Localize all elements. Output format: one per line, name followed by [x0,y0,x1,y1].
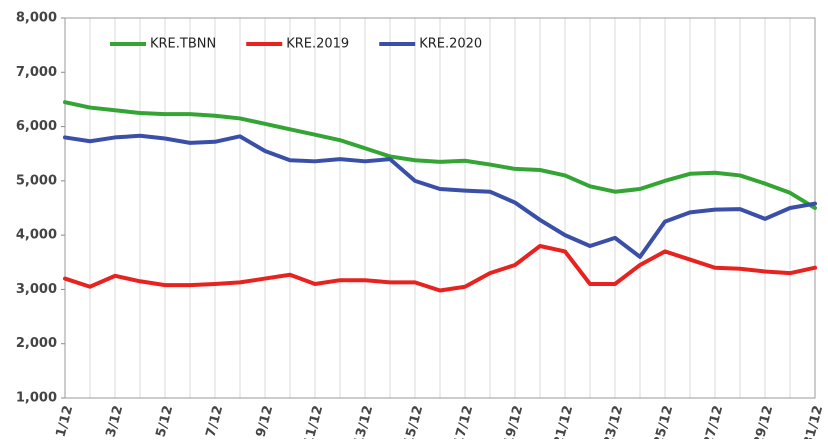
x-tick-label: 27/12 [701,404,726,439]
x-tick-label: 9/12 [254,404,277,439]
y-tick-label: 7,000 [16,65,57,80]
legend-label: KRE.TBNN [150,37,216,52]
x-tick-label: 3/12 [104,404,127,439]
x-tick-label: 1/12 [54,404,77,439]
y-tick-label: 1,000 [16,391,57,406]
x-tick-label: 21/12 [551,404,576,439]
x-tick-label: 7/12 [204,404,227,439]
x-tick-label: 15/12 [401,404,426,439]
series-line [63,133,817,259]
y-tick-label: 2,000 [16,336,57,351]
series-line [63,244,817,293]
x-tick-label: 5/12 [154,404,177,439]
x-tick-label: 13/12 [351,404,376,439]
x-tick-label: 29/12 [751,404,776,439]
y-tick-label: 8,000 [16,11,57,26]
legend-label: KRE.2020 [419,37,482,52]
x-tick-label: 25/12 [651,404,676,439]
x-tick-label: 23/12 [601,404,626,439]
x-tick-label: 11/12 [301,404,326,439]
y-tick-label: 6,000 [16,119,57,134]
y-tick-label: 4,000 [16,228,57,243]
series-line [63,100,817,210]
y-tick-label: 5,000 [16,173,57,188]
y-tick-label: 3,000 [16,282,57,297]
x-tick-label: 19/12 [501,404,526,439]
x-tick-label: 31/12 [801,404,826,439]
x-tick-label: 17/12 [451,404,476,439]
legend-label: KRE.2019 [286,37,349,52]
